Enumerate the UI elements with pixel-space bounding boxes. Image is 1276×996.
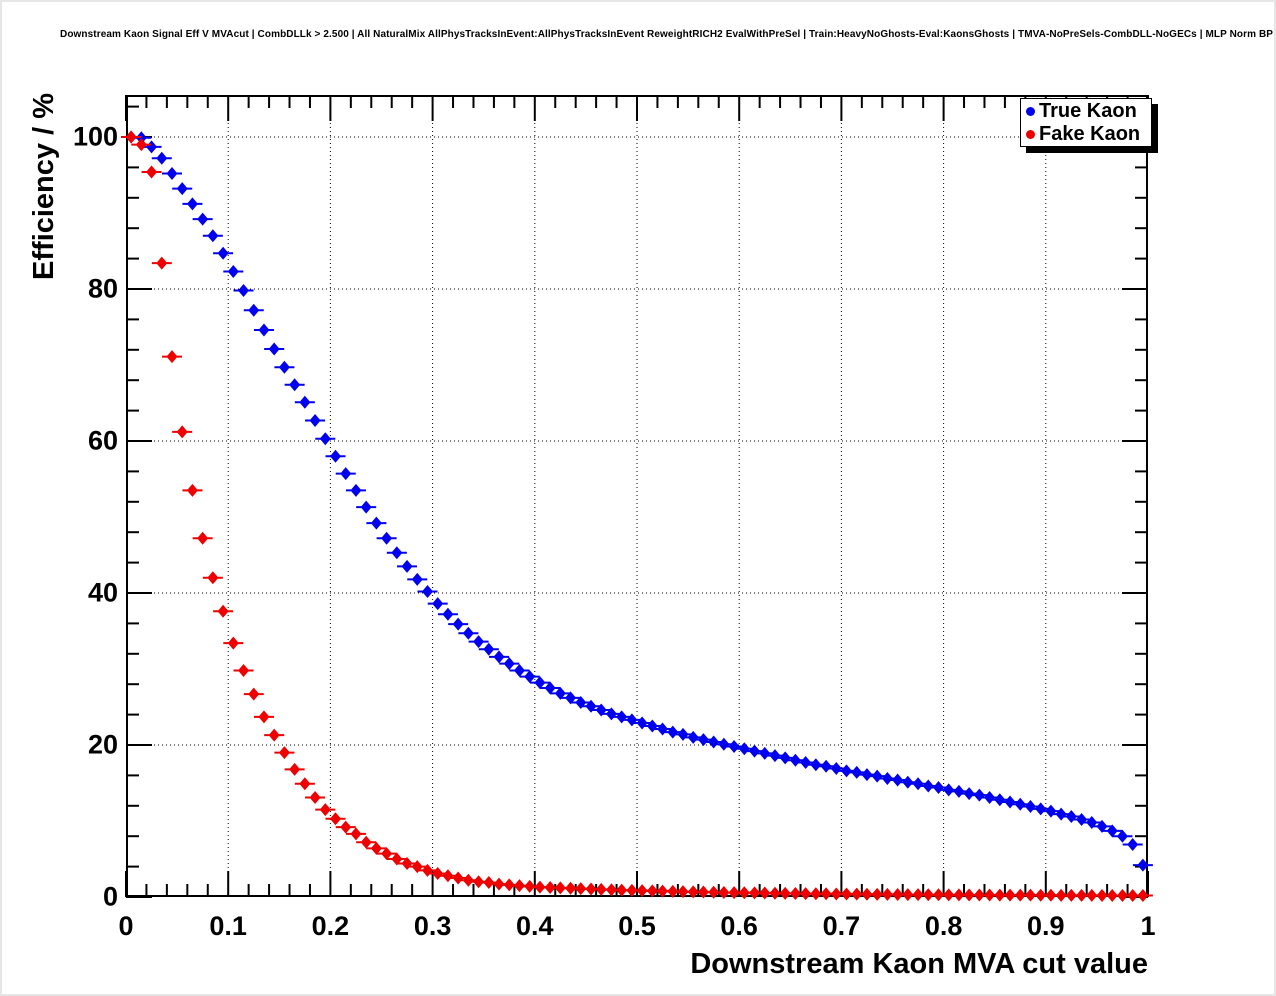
x-tick-label: 0 (118, 911, 134, 941)
x-tick-label: 0.2 (311, 911, 350, 941)
plot-title: Downstream Kaon Signal Eff V MVAcut | Co… (60, 29, 1276, 40)
y-tick-label: 20 (87, 729, 118, 760)
x-tick-label: 0.6 (720, 911, 758, 941)
x-tick-label: 0.7 (822, 911, 861, 941)
x-tick-label: 0.1 (209, 911, 247, 941)
y-tick-label: 100 (72, 121, 118, 152)
y-tick-label: 40 (87, 577, 118, 608)
x-tick-label: 0.9 (1027, 911, 1065, 941)
x-tick-label: 0.3 (413, 911, 452, 941)
legend-item-fake-kaon: Fake Kaon (1021, 123, 1151, 146)
x-tick-label: 0.4 (516, 911, 554, 941)
true-kaon-marker-icon (1026, 106, 1035, 116)
x-axis-title: Downstream Kaon MVA cut value (690, 948, 1148, 980)
x-tick-label: 1 (1140, 911, 1156, 941)
y-tick-label: 60 (87, 425, 118, 456)
legend-label: True Kaon (1039, 100, 1137, 122)
legend-label: Fake Kaon (1039, 123, 1141, 145)
y-tick-label: 0 (102, 881, 118, 912)
plot-area (121, 95, 1153, 903)
legend-item-true-kaon: True Kaon (1021, 100, 1151, 123)
x-tick-label: 0.8 (924, 911, 963, 941)
x-tick-label: 0.5 (618, 911, 656, 941)
y-axis-title: Efficiency / % (28, 93, 60, 280)
fake-kaon-marker-icon (1026, 129, 1035, 139)
legend-box: True Kaon Fake Kaon (1020, 98, 1152, 147)
y-tick-label: 80 (87, 273, 118, 304)
